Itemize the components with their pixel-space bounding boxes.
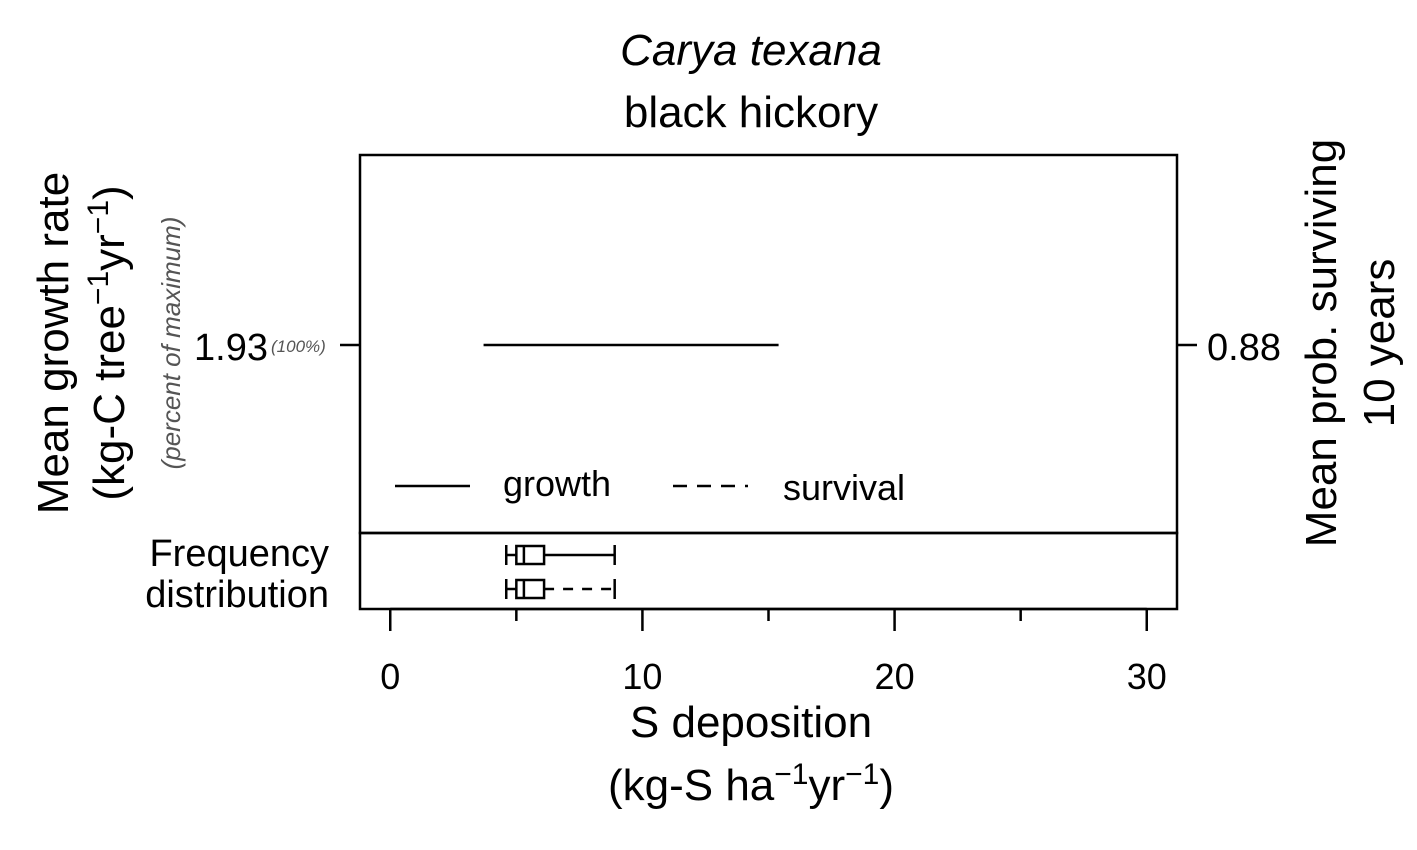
distribution-label-line1: Frequency (149, 533, 329, 575)
x-tick-label-10: 10 (622, 656, 662, 697)
chart-subtitle: black hickory (624, 88, 878, 137)
left-y-tick-label: 1.93 (194, 327, 268, 369)
right-y-axis-title: Mean prob. surviving (1297, 139, 1346, 547)
distribution-panel (358, 531, 1179, 611)
left-y-axis-units: (kg-C tree−1yr−1) (82, 185, 134, 500)
box-survival-iqr (515, 578, 546, 600)
x-tick-label-20: 20 (875, 656, 915, 697)
box-growth-iqr (515, 544, 546, 566)
distribution-label-line2: distribution (145, 574, 329, 616)
distribution-layer (505, 544, 616, 600)
left-y-tick-percent: (100%) (271, 337, 326, 356)
left-y-axis-note: (percent of maximum) (156, 217, 186, 470)
legend-growth-label: growth (503, 463, 611, 504)
right-y-axis-title-line2: 10 years (1355, 259, 1404, 428)
right-y-tick-label: 0.88 (1207, 327, 1281, 369)
x-axis: 0 10 20 30 (380, 607, 1167, 697)
left-y-axis-title: Mean growth rate (29, 172, 78, 514)
x-tick-label-0: 0 (380, 656, 400, 697)
x-tick-label-30: 30 (1127, 656, 1167, 697)
x-axis-title: S deposition (630, 698, 872, 747)
x-axis-units: (kg-S ha−1yr−1) (608, 758, 894, 810)
legend-survival-label: survival (783, 467, 905, 508)
chart-title: Carya texana (620, 26, 882, 75)
